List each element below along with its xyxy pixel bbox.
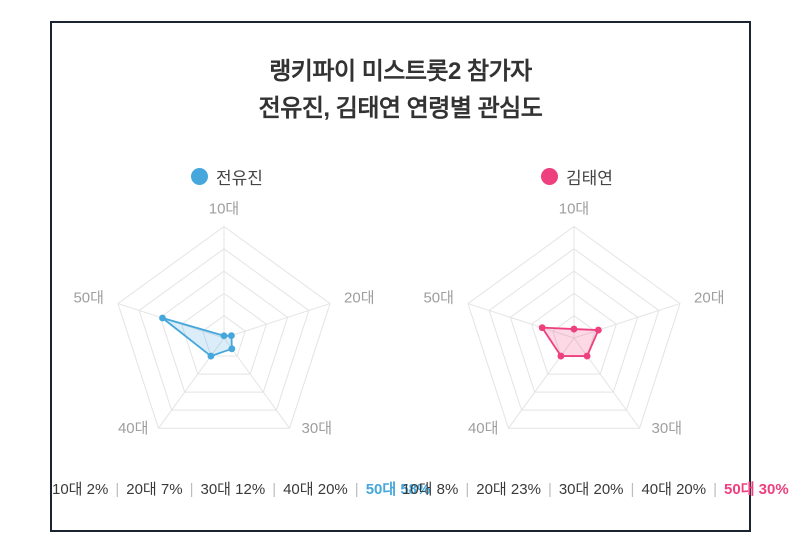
stats-line-jeonyujin: 10대 2% | 20대 7% | 30대 12% | 40대 20% | 50대 58% bbox=[52, 478, 430, 499]
axis-label: 40대 bbox=[118, 420, 149, 437]
stat-item: 20대 7% bbox=[126, 481, 183, 498]
data-point bbox=[538, 324, 546, 332]
axis-label: 20대 bbox=[344, 290, 375, 307]
axis-label: 10대 bbox=[559, 201, 590, 218]
stat-item: 10대 2% bbox=[52, 481, 109, 498]
stat-separator: | bbox=[272, 481, 277, 498]
grid-ring bbox=[159, 270, 289, 393]
grid-ring bbox=[467, 225, 681, 429]
stat-separator: | bbox=[354, 481, 359, 498]
stat-separator: | bbox=[630, 481, 635, 498]
legend-marker-icon bbox=[191, 168, 209, 185]
grid-ring bbox=[202, 315, 246, 357]
grid-spoke bbox=[158, 337, 225, 429]
axis-label: 30대 bbox=[302, 420, 333, 437]
data-point bbox=[220, 332, 228, 340]
stat-separator: | bbox=[115, 481, 120, 498]
grid-ring bbox=[180, 292, 268, 375]
stat-separator: | bbox=[189, 481, 194, 498]
legend-label: 김태연 bbox=[566, 169, 613, 188]
stat-item: 50대 58% bbox=[365, 481, 431, 498]
grid-ring bbox=[509, 270, 639, 393]
grid-ring bbox=[117, 225, 331, 429]
stat-item: 40대 20% bbox=[641, 481, 707, 498]
grid-ring bbox=[138, 248, 310, 411]
radar-chart-jeonyujin: 10대 20대 30대 40대 50대 bbox=[73, 201, 375, 438]
grid-ring bbox=[530, 292, 618, 375]
grid-spoke bbox=[223, 303, 331, 339]
data-point bbox=[557, 352, 565, 360]
stat-item: 50대 30% bbox=[724, 481, 789, 498]
data-point bbox=[228, 332, 235, 339]
grid-ring bbox=[488, 248, 660, 411]
legend-kimtaeyeon[interactable]: 김태연 bbox=[402, 164, 752, 189]
data-point bbox=[159, 314, 166, 322]
stat-item: 40대 20% bbox=[283, 481, 348, 498]
stat-separator: | bbox=[465, 481, 470, 498]
stat-item: 20대 23% bbox=[476, 481, 541, 498]
data-point bbox=[207, 352, 215, 360]
axis-label: 50대 bbox=[423, 290, 454, 307]
grid-spoke bbox=[573, 337, 640, 429]
axis-label: 20대 bbox=[694, 290, 725, 307]
data-point bbox=[570, 325, 578, 333]
axis-label: 40대 bbox=[468, 420, 499, 437]
axis-label: 50대 bbox=[73, 290, 104, 307]
axis-label: 30대 bbox=[652, 420, 683, 437]
stats-line-kimtaeyeon: 10대 8% | 20대 23% | 30대 20% | 40대 20% | 50대 30% bbox=[402, 478, 789, 499]
stat-separator: | bbox=[713, 481, 718, 498]
grid-spoke bbox=[508, 337, 575, 429]
legend-marker-icon bbox=[541, 168, 559, 185]
stat-item: 30대 20% bbox=[558, 481, 624, 498]
legend-label: 전유진 bbox=[216, 169, 263, 188]
grid-spoke bbox=[223, 337, 290, 429]
stat-item: 10대 8% bbox=[402, 481, 459, 498]
data-point bbox=[583, 352, 591, 360]
grid-spoke bbox=[467, 303, 575, 339]
title-line-1: 랭키파이 미스트롯2 참가자 bbox=[269, 58, 532, 85]
data-polygon bbox=[541, 326, 600, 357]
stat-separator: | bbox=[547, 481, 552, 498]
data-point bbox=[594, 326, 602, 334]
title-line-2: 전유진, 김태연 연령별 관심도 bbox=[258, 95, 543, 122]
stat-item: 30대 12% bbox=[200, 481, 266, 498]
data-point bbox=[228, 345, 236, 353]
legend-jeonyujin[interactable]: 전유진 bbox=[52, 164, 402, 189]
grid-spoke bbox=[573, 303, 681, 339]
radar-chart-kimtaeyeon: 10대 20대 30대 40대 50대 bbox=[423, 201, 725, 438]
axis-label: 10대 bbox=[209, 201, 240, 218]
